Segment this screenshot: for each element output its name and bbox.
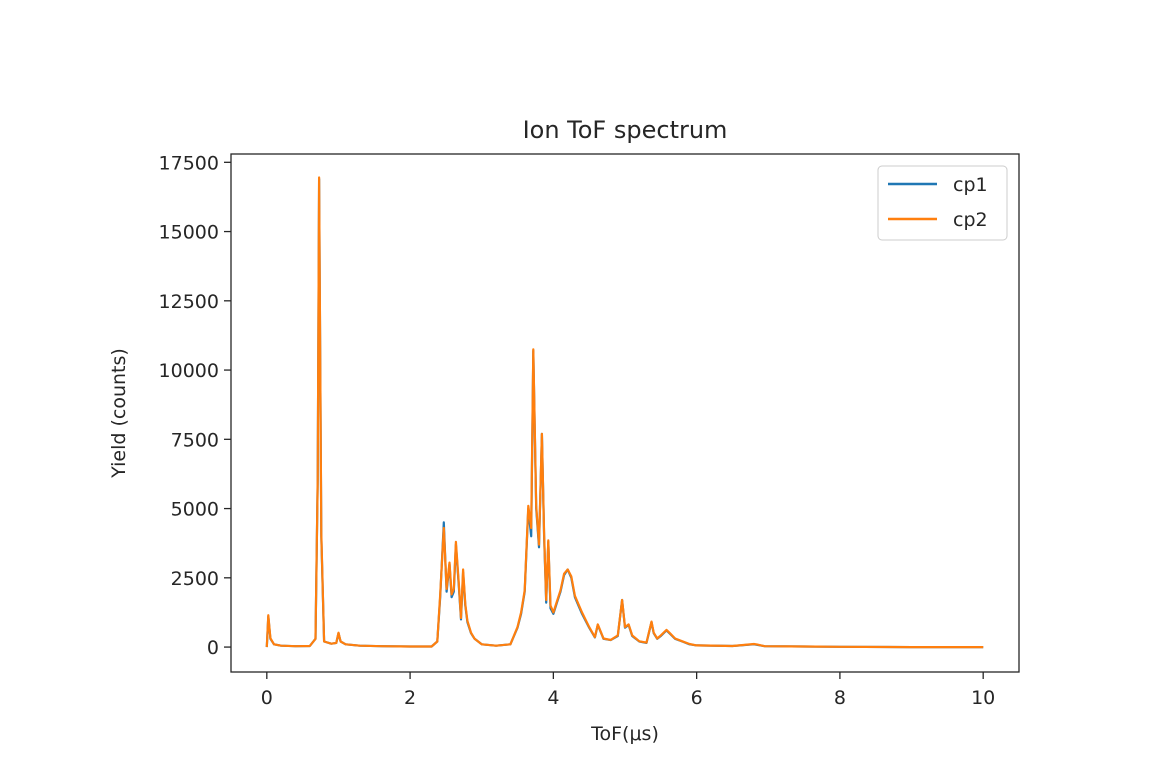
y-tick-label: 10000 (159, 360, 219, 382)
y-tick-label: 5000 (171, 499, 219, 521)
legend-label-cp2: cp2 (953, 209, 988, 231)
x-axis-ticks: 0 2 4 6 8 10 (261, 672, 995, 709)
chart-title: Ion ToF spectrum (523, 116, 728, 144)
y-tick-label: 7500 (171, 429, 219, 451)
y-axis-label: Yield (counts) (108, 348, 130, 479)
series-line-cp1 (265, 177, 984, 649)
legend-label-cp1: cp1 (953, 174, 988, 196)
x-tick-label: 0 (261, 687, 273, 709)
legend: cp1 cp2 (877, 165, 1008, 241)
x-tick-label: 4 (547, 687, 559, 709)
series-line-cp2 (265, 176, 984, 649)
y-tick-label: 2500 (171, 568, 219, 590)
y-axis-ticks: 0 2500 5000 7500 10000 12500 15000 17500 (159, 152, 231, 659)
x-tick-label: 8 (834, 687, 846, 709)
y-tick-label: 12500 (159, 291, 219, 313)
plot-frame (230, 153, 1020, 673)
x-axis-label: ToF(μs) (590, 723, 659, 745)
x-tick-label: 6 (691, 687, 703, 709)
x-tick-label: 10 (971, 687, 995, 709)
y-tick-label: 0 (207, 637, 219, 659)
series-lines (265, 176, 984, 649)
legend-box (877, 165, 1008, 241)
x-tick-label: 2 (404, 687, 416, 709)
y-tick-label: 17500 (159, 152, 219, 174)
y-tick-label: 15000 (159, 222, 219, 244)
